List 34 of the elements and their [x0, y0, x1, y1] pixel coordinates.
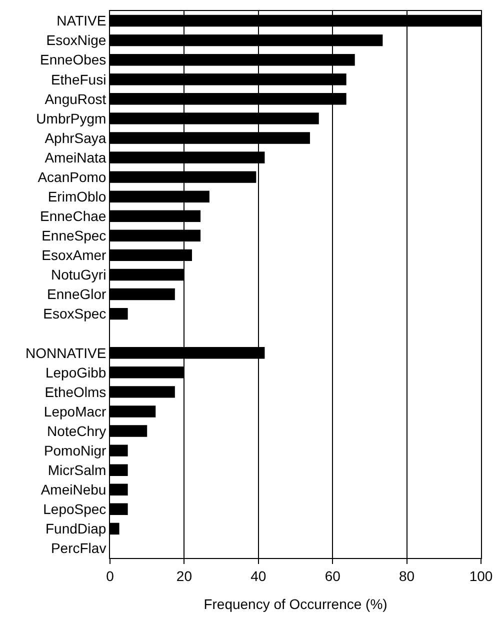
- y-tick-label: LepoSpec: [43, 501, 106, 518]
- y-tick-label: AmeiNata: [44, 149, 106, 166]
- y-tick-label: AmeiNebu: [40, 482, 106, 498]
- y-tick-label: PomoNigr: [44, 442, 107, 458]
- y-tick-label: LepoGibb: [45, 364, 106, 380]
- y-tick-label: EsoxSpec: [43, 306, 106, 322]
- y-tick-label: NoteChry: [47, 422, 106, 439]
- y-tick-label: EnneObes: [40, 52, 106, 68]
- y-tick-label: EtheFusi: [50, 71, 106, 88]
- y-tick-label: AnguRost: [44, 90, 106, 107]
- y-tick-label: NATIVE: [56, 12, 106, 29]
- x-tick-label: 40: [250, 568, 266, 584]
- x-axis-title: Frequency of Occurrence (%): [204, 596, 388, 612]
- y-tick-label: EsoxAmer: [42, 247, 107, 264]
- y-tick-label: MicrSalm: [48, 462, 106, 478]
- y-tick-label: EnneGlor: [47, 286, 107, 302]
- y-tick-label: EnneSpec: [42, 228, 106, 244]
- y-tick-label: ErimOblo: [48, 188, 106, 204]
- y-tick-label: NONNATIVE: [26, 344, 106, 361]
- y-tick-label: NotuGyri: [50, 266, 106, 283]
- y-tick-label: EnneChae: [40, 208, 106, 224]
- x-tick-label: 100: [469, 568, 493, 584]
- y-tick-label: EtheOlms: [44, 384, 106, 400]
- y-tick-label: AcanPomo: [38, 168, 106, 185]
- x-tick-label: 0: [106, 568, 114, 584]
- x-tick-label: 60: [324, 568, 341, 584]
- y-tick-label: EsoxNige: [46, 32, 106, 48]
- x-tick-label: 20: [176, 568, 192, 584]
- y-tick-label: FundDiap: [45, 520, 106, 537]
- y-tick-label: AphrSaya: [44, 130, 106, 146]
- y-tick-label: LepoMacr: [44, 403, 107, 420]
- y-tick-label: PercFlav: [50, 540, 106, 556]
- y-tick-label: UmbrPygm: [36, 110, 106, 126]
- x-tick-label: 80: [399, 568, 415, 584]
